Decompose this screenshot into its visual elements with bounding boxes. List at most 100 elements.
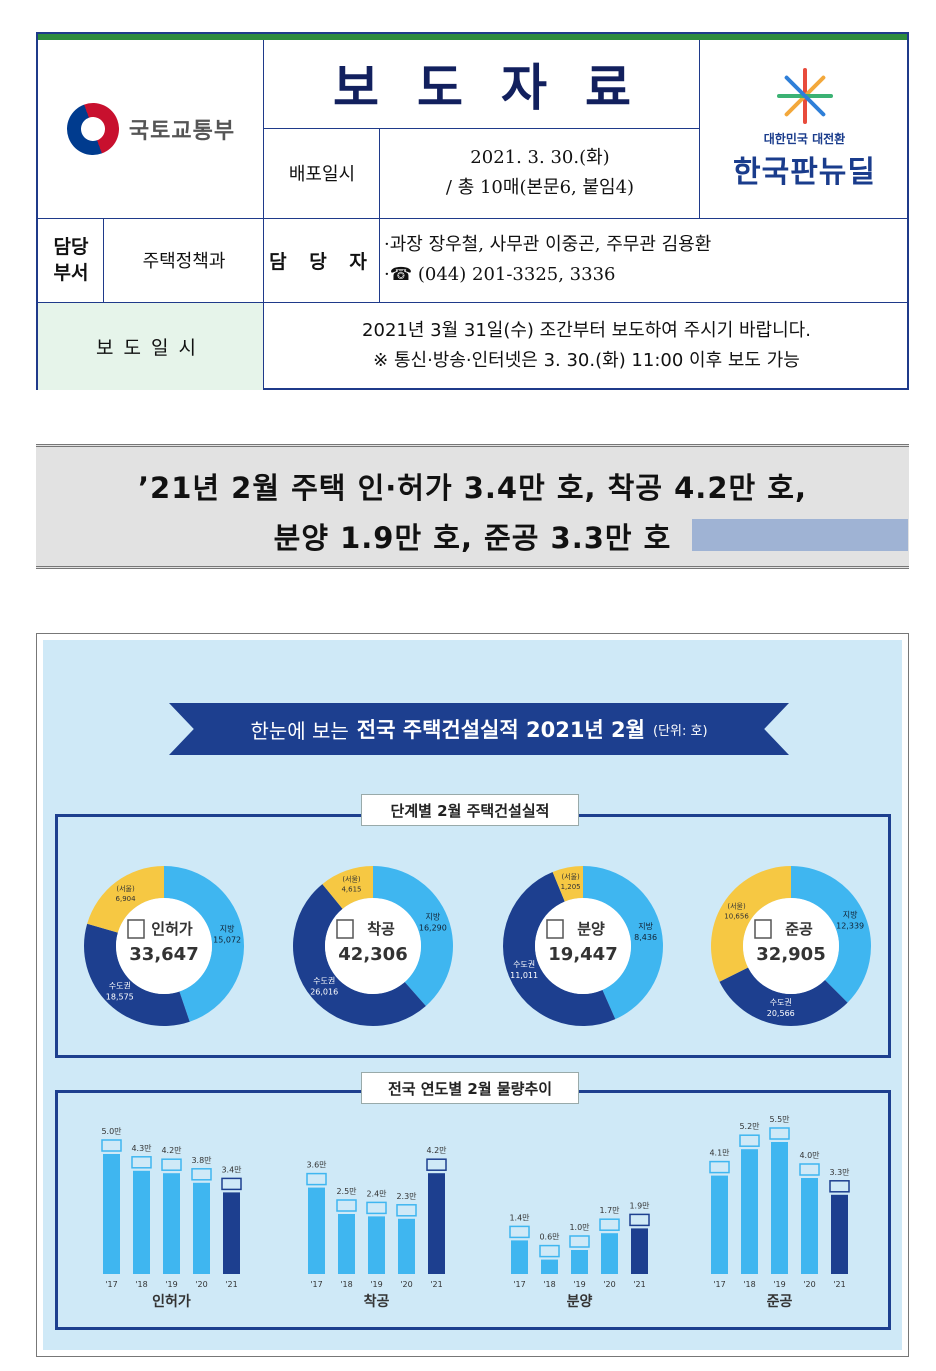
stage-icon xyxy=(754,919,772,939)
bar-top-icon xyxy=(221,1177,242,1191)
distribution-pages: / 총 10매(본문6, 붙임4) xyxy=(445,177,635,198)
donut-name: 인허가 xyxy=(151,920,193,938)
bar-value-label: 3.3만 xyxy=(829,1168,850,1177)
bar-top-icon xyxy=(336,1199,357,1212)
label-local-name: 지방 xyxy=(426,911,441,921)
x-tick-label: '17 xyxy=(713,1280,725,1289)
stage-panel-title: 단계별 2월 주택건설실적 xyxy=(361,794,579,826)
x-tick-label: '17 xyxy=(105,1280,117,1289)
bar-top-icon xyxy=(509,1225,530,1239)
group-label: 준공 xyxy=(767,1294,793,1310)
label-capital-name: 수도권 xyxy=(513,959,535,969)
donut-name: 분양 xyxy=(577,920,605,938)
bar xyxy=(103,1154,120,1274)
bar-top-icon xyxy=(799,1163,820,1176)
grid-line xyxy=(699,40,700,218)
label-local-name: 지방 xyxy=(638,921,653,931)
x-tick-label: '21 xyxy=(633,1280,645,1289)
dept-label-line1: 담당 xyxy=(53,236,89,258)
grid-line xyxy=(38,302,909,303)
header-top-rule xyxy=(38,34,907,40)
donut-total: 42,306 xyxy=(338,944,407,965)
bar xyxy=(741,1149,758,1274)
bar-top-icon xyxy=(426,1158,447,1171)
label-capital-value: 11,011 xyxy=(510,971,538,980)
distribution-date: 2021. 3. 30.(화) xyxy=(470,147,610,168)
manager-value: ·과장 장우철, 사무관 이중곤, 주무관 김용환 ·☎ (044) 201-3… xyxy=(380,218,909,302)
slice-local xyxy=(373,866,454,1007)
manager-phone: ·☎ (044) 201-3325, 3336 xyxy=(384,264,616,285)
newdeal-title: 한국판뉴딜 xyxy=(733,154,876,190)
dept-value: 주택정책과 xyxy=(142,251,226,272)
bar-top-icon xyxy=(366,1201,387,1215)
highlight-mark xyxy=(692,519,908,551)
x-tick-label: '20 xyxy=(803,1280,815,1289)
bar xyxy=(133,1170,150,1274)
bar-group-3: 1.4만 '17 0.6만 '18 1.0만 '19 1.7만 '20 1.9만 '21 분양 xyxy=(509,1201,650,1310)
bar-top-icon xyxy=(101,1139,122,1152)
trend-panel-title: 전국 연도별 2월 물량추이 xyxy=(361,1072,579,1104)
label-capital-value: 20,566 xyxy=(767,1009,795,1018)
release-value: 2021년 3월 31일(수) 조간부터 보도하여 주시기 바랍니다. ※ 통신… xyxy=(264,302,909,390)
slice-capital xyxy=(719,967,848,1026)
bar-value-label: 2.4만 xyxy=(366,1189,387,1198)
bar-group-2: 3.6만 '17 2.5만 '18 2.4만 '19 2.3만 '20 4.2만 '21 착공 xyxy=(306,1146,447,1310)
x-tick-label: '19 xyxy=(773,1280,785,1289)
bar-value-label: 4.3만 xyxy=(131,1144,152,1153)
donut-hole xyxy=(535,898,631,994)
label-seoul-name: (서울) xyxy=(727,901,746,910)
label-local-value: 16,290 xyxy=(419,923,447,932)
x-tick-label: '20 xyxy=(195,1280,207,1289)
newdeal-logo: 대한민국 대전환 한국판뉴딜 xyxy=(700,40,909,218)
bar-top-icon xyxy=(191,1168,212,1181)
release-line-2: ※ 통신·방송·인터넷은 3. 30.(화) 11:00 이후 보도 가능 xyxy=(373,350,800,371)
grid-line xyxy=(264,128,700,129)
label-local-value: 8,436 xyxy=(634,933,657,942)
doc-title: 보도자료 xyxy=(333,59,669,117)
donut-hole xyxy=(116,898,212,994)
banner-title: 전국 주택건설실적 2021년 2월 xyxy=(356,718,645,742)
x-tick-label: '20 xyxy=(603,1280,615,1289)
group-label: 착공 xyxy=(364,1293,390,1310)
infographic-banner: 한눈에 보는 전국 주택건설실적 2021년 2월 (단위: 호) xyxy=(169,703,789,755)
release-label: 보도일시 xyxy=(38,302,264,390)
bar xyxy=(398,1218,415,1274)
label-local-value: 12,339 xyxy=(836,922,864,931)
label-local-value: 15,072 xyxy=(213,936,241,945)
slice-local xyxy=(791,866,872,1003)
donut-hole xyxy=(325,898,421,994)
slice-capital xyxy=(503,871,616,1026)
taegeuk-icon xyxy=(59,95,127,163)
bar-value-label: 3.4만 xyxy=(221,1165,242,1174)
bar-value-label: 4.2만 xyxy=(161,1146,182,1155)
bar xyxy=(631,1228,648,1274)
banner-prefix: 한눈에 보는 xyxy=(250,718,349,743)
group-label: 분양 xyxy=(567,1294,593,1310)
x-tick-label: '19 xyxy=(165,1280,177,1289)
distribution-label: 배포일시 xyxy=(288,164,356,185)
x-tick-label: '21 xyxy=(225,1280,237,1289)
bar-value-label: 2.5만 xyxy=(336,1187,357,1196)
bar-top-icon xyxy=(769,1127,790,1140)
bar xyxy=(193,1182,210,1274)
bar-value-label: 3.8만 xyxy=(191,1156,212,1165)
slice-local xyxy=(164,866,245,1022)
donut-total: 19,447 xyxy=(548,944,617,965)
label-capital-name: 수도권 xyxy=(109,980,131,990)
bar-top-icon xyxy=(539,1244,560,1258)
donut-3: 분양 19,447 지방 8,436 수도권 11,011 (서울) 1,205 xyxy=(503,866,664,1026)
x-tick-label: '18 xyxy=(543,1280,555,1289)
donut-name: 착공 xyxy=(367,920,395,938)
bar xyxy=(223,1192,240,1274)
bar-top-icon xyxy=(161,1158,182,1171)
donut-1: 인허가 33,647 지방 15,072 수도권 18,575 (서울) 6,904 xyxy=(83,866,245,1026)
bar xyxy=(511,1240,528,1274)
bar-value-label: 4.0만 xyxy=(799,1151,820,1160)
dept-label: 담당 부서 xyxy=(38,218,104,302)
headline-box: ’21년 2월 주택 인·허가 3.4만 호, 착공 4.2만 호, 분양 1.… xyxy=(36,444,909,569)
x-tick-label: '19 xyxy=(370,1280,382,1289)
bar-value-label: 3.6만 xyxy=(306,1161,327,1170)
x-tick-label: '17 xyxy=(513,1280,525,1289)
grid-line xyxy=(38,218,909,219)
bar-value-label: 2.3만 xyxy=(396,1192,417,1201)
